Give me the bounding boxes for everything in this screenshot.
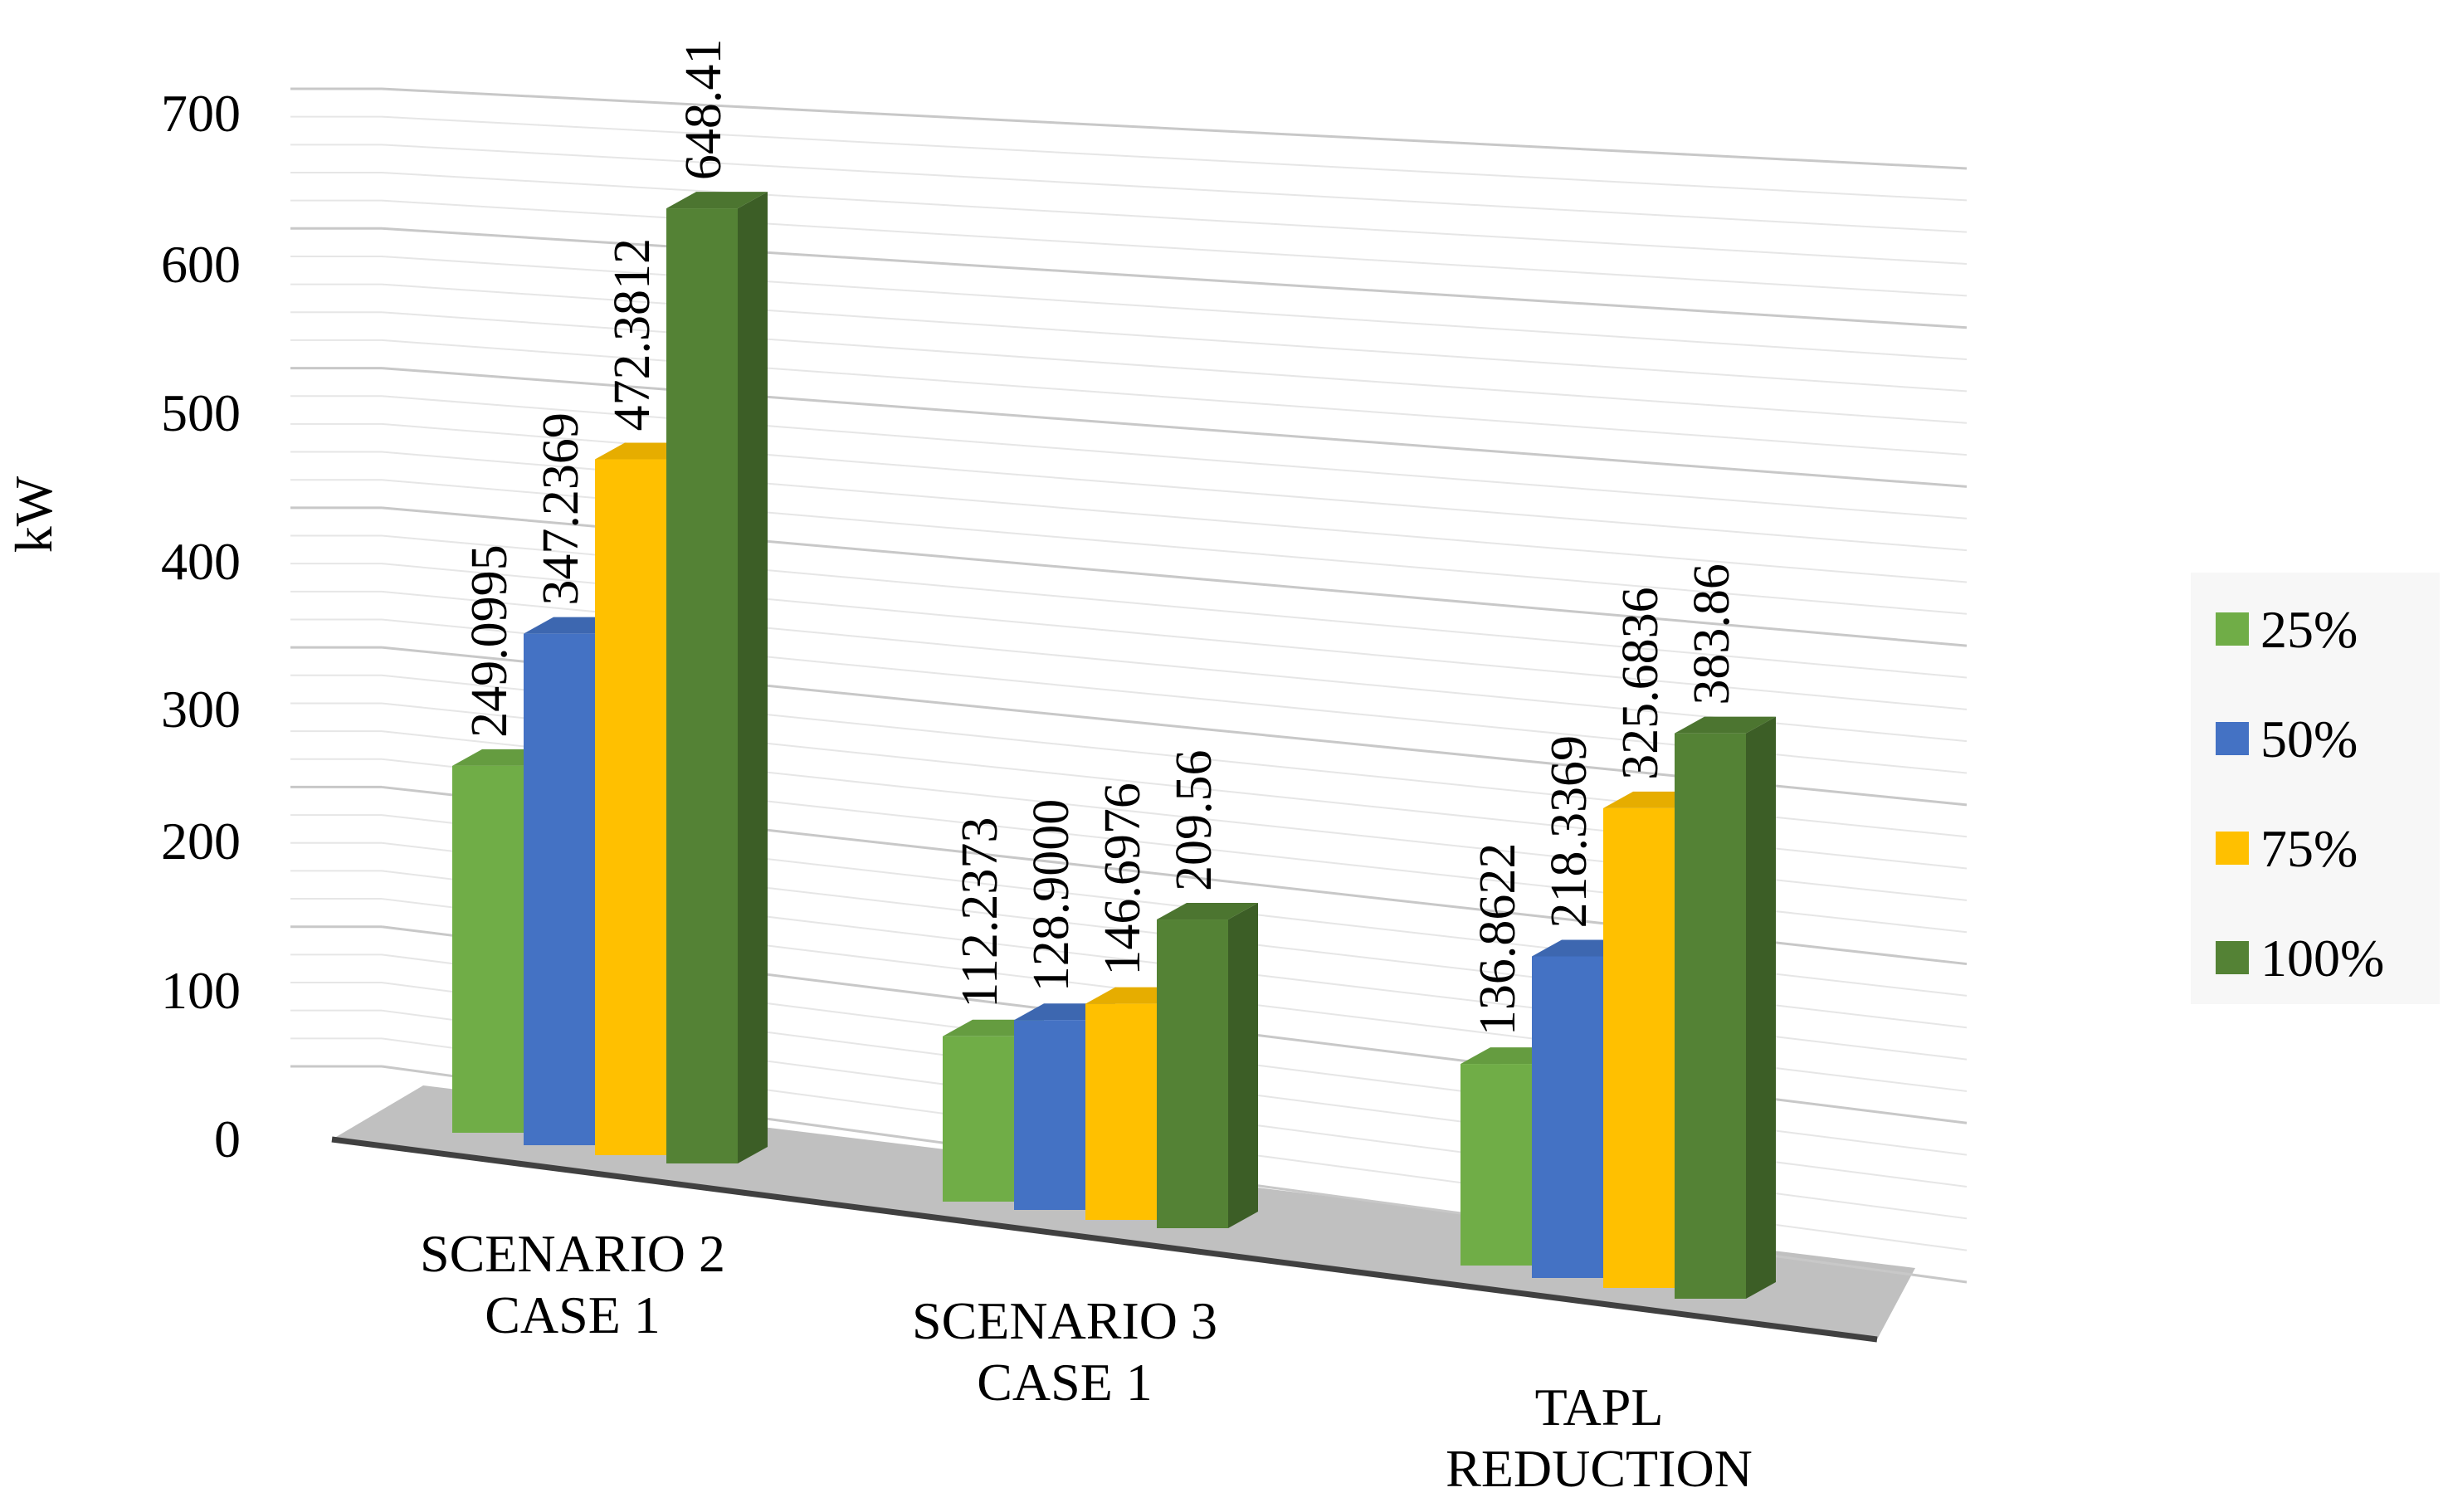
y-tick-label: 0 [214, 1110, 241, 1168]
data-label: 347.2369 [533, 412, 589, 606]
bars [452, 192, 1776, 1299]
y-axis-title: kW [4, 476, 63, 553]
data-label: 249.0995 [461, 544, 518, 738]
legend-swatch [2216, 612, 2249, 646]
bar-front [1461, 1064, 1532, 1266]
gridline [381, 283, 1968, 393]
gridline [381, 115, 1968, 202]
bar-front [1603, 807, 1675, 1288]
category-label: SCENARIO 3 CASE 1 [912, 1291, 1217, 1412]
y-tick-label: 600 [161, 235, 241, 294]
bar-front [1157, 919, 1228, 1228]
gridline [381, 255, 1968, 361]
gridline [381, 171, 1968, 266]
legend-label: 25% [2260, 600, 2358, 659]
gridline [381, 199, 1968, 297]
gridline [381, 87, 1968, 170]
category-label: TAPL REDUCTION [1446, 1378, 1753, 1498]
legend-item: 50% [2216, 710, 2358, 768]
bar-top [1157, 903, 1258, 920]
legend-swatch [2216, 832, 2249, 865]
bar-front [943, 1036, 1014, 1202]
data-label: 648.41 [675, 39, 732, 181]
bar-side [1746, 716, 1776, 1299]
legend-swatch [2216, 941, 2249, 974]
bar [666, 192, 768, 1163]
bar-front [1085, 1003, 1157, 1220]
gridline [381, 395, 1968, 519]
category-label-line: TAPL [1535, 1378, 1664, 1436]
data-label: 136.8622 [1470, 843, 1526, 1036]
bar-top [1675, 716, 1776, 734]
legend-item: 75% [2216, 819, 2358, 878]
legend-item: 100% [2216, 929, 2384, 988]
category-label-line: CASE 1 [977, 1353, 1153, 1412]
bar-side [738, 192, 768, 1163]
data-label: 128.9000 [1023, 799, 1080, 993]
bar-top [666, 192, 768, 209]
gridline [381, 311, 1968, 424]
data-label: 146.6976 [1095, 783, 1151, 976]
data-label: 209.56 [1166, 750, 1222, 892]
bar-front [595, 459, 666, 1155]
legend-swatch [2216, 722, 2249, 755]
legend: 25% 50% 75% 100% [2191, 573, 2440, 1004]
legend-item: 25% [2216, 600, 2358, 659]
data-label: 383.86 [1684, 563, 1740, 705]
data-label: 472.3812 [604, 238, 661, 432]
y-tick-label: 700 [161, 84, 241, 143]
category-label-line: CASE 1 [485, 1285, 661, 1344]
category-label-line: SCENARIO 2 [420, 1224, 725, 1283]
x-axis-line [331, 1136, 1878, 1343]
category-label-line: REDUCTION [1446, 1439, 1753, 1498]
y-tick-label: 100 [161, 961, 241, 1020]
legend-label: 100% [2260, 929, 2384, 988]
bar-front [524, 633, 595, 1145]
data-label: 112.2373 [952, 817, 1008, 1008]
gridline [381, 144, 1968, 233]
y-tick-label: 300 [161, 680, 241, 739]
bar-front [1675, 733, 1746, 1299]
bar-front [452, 765, 524, 1133]
legend-label: 75% [2260, 819, 2358, 878]
bar [1675, 716, 1776, 1299]
bar-side [1228, 903, 1258, 1228]
data-label: 325.6836 [1612, 587, 1669, 780]
y-tick-label: 400 [161, 532, 241, 591]
category-label-line: SCENARIO 3 [912, 1291, 1217, 1350]
bar [1157, 903, 1258, 1228]
bar-front [666, 208, 738, 1163]
gridline [381, 367, 1968, 488]
gridline [381, 227, 1968, 329]
legend-label: 50% [2260, 710, 2358, 768]
bar-front [1014, 1020, 1085, 1210]
y-tick-label: 500 [161, 383, 241, 442]
data-label: 218.3369 [1541, 735, 1597, 929]
gridline [381, 339, 1968, 456]
category-label: SCENARIO 2 CASE 1 [420, 1224, 725, 1344]
y-tick-label: 200 [161, 812, 241, 871]
bar-front [1532, 956, 1603, 1278]
